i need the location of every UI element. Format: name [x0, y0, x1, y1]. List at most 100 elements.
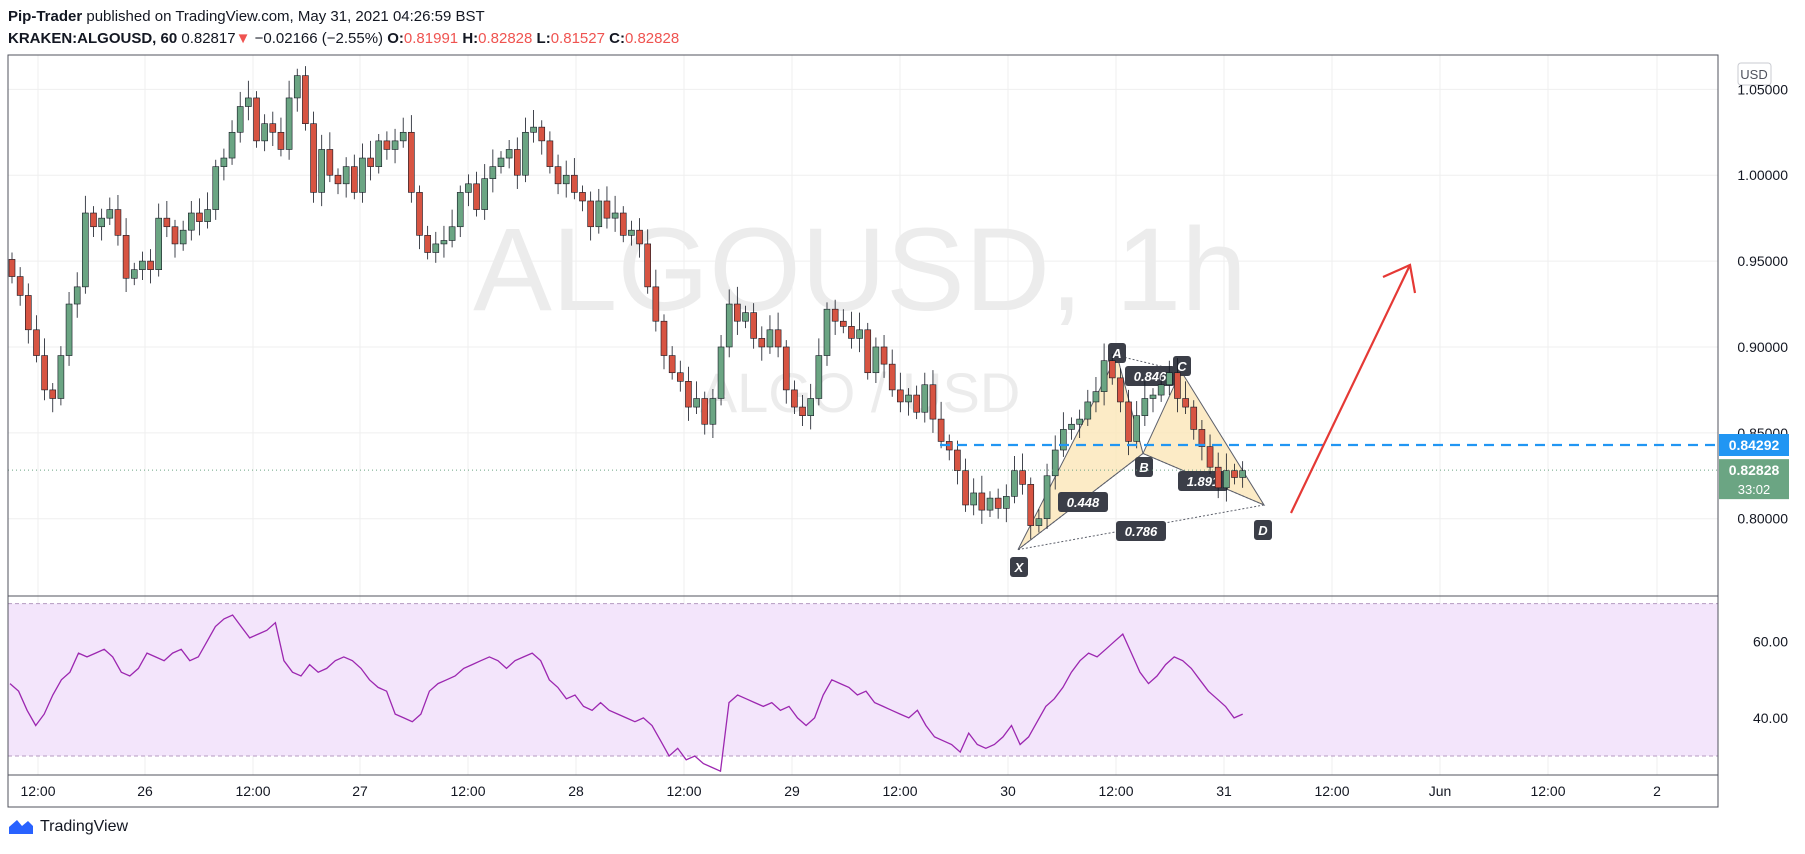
- harmonic-pattern[interactable]: X A B C D 0.846 0.448 1.891 0.786: [1010, 343, 1272, 577]
- open-value: 0.81991: [403, 30, 459, 47]
- time-tick-label: 12:00: [235, 783, 270, 799]
- candle-body: [774, 329, 782, 348]
- candle-body: [888, 363, 896, 391]
- candle-body: [334, 174, 342, 185]
- candle-body: [106, 209, 114, 219]
- candle-body: [725, 303, 733, 348]
- candle-body: [1051, 449, 1059, 477]
- candle-body: [73, 286, 81, 305]
- price-axis[interactable]: 1.050001.000000.950000.900000.850000.800…: [1737, 81, 1788, 526]
- candle-body: [212, 166, 220, 210]
- candle-body: [302, 75, 309, 124]
- candle-body: [929, 384, 937, 420]
- low-value: 0.81527: [550, 30, 605, 47]
- tradingview-logo-icon: [9, 820, 33, 834]
- countdown-timer: 33:02: [1738, 482, 1771, 497]
- price-tick-label: 0.90000: [1737, 339, 1788, 355]
- time-tick-label: 31: [1216, 783, 1232, 799]
- candle-body: [1214, 466, 1222, 489]
- candle-body: [497, 157, 505, 167]
- candle-body: [1198, 429, 1206, 447]
- candle-body: [693, 398, 700, 408]
- ratio-label: 0.448: [1067, 495, 1100, 510]
- author-name[interactable]: Pip-Trader: [8, 8, 83, 25]
- point-x-label-bg: [1010, 557, 1028, 577]
- candle-body: [318, 149, 326, 193]
- candle-body: [424, 235, 431, 253]
- candle-body: [139, 260, 146, 270]
- close-label: C:: [609, 30, 625, 47]
- candle-body: [921, 384, 929, 413]
- brand-name: TradingView: [40, 818, 129, 835]
- time-tick-label: 12:00: [450, 783, 485, 799]
- pattern-ac-line: [1116, 355, 1182, 372]
- time-tick-label: 29: [784, 783, 800, 799]
- candle-body: [701, 398, 709, 425]
- time-tick-label: 2: [1653, 783, 1661, 799]
- candle-body: [350, 166, 358, 193]
- point-c-label: C: [1177, 359, 1187, 374]
- time-tick-label: 12:00: [882, 783, 917, 799]
- candle-body: [513, 149, 521, 176]
- candle-body: [33, 329, 40, 356]
- candle-body: [554, 166, 562, 185]
- candle-body: [399, 131, 407, 142]
- candlestick-series: [8, 66, 1246, 540]
- time-tick-label: 12:00: [1314, 783, 1349, 799]
- candle-body: [1125, 401, 1132, 442]
- candle-body: [130, 269, 138, 279]
- candle-body: [815, 355, 823, 399]
- candle-body: [905, 394, 912, 403]
- candle-body: [1157, 384, 1165, 396]
- candle-body: [253, 97, 260, 142]
- time-tick-label: 26: [137, 783, 153, 799]
- price-tags: 0.84292 0.82828 33:02: [1719, 434, 1789, 500]
- candle-body: [831, 308, 839, 322]
- candle-body: [717, 346, 725, 399]
- open-label: O:: [387, 30, 404, 47]
- candle-body: [872, 346, 880, 374]
- candle-body: [163, 217, 171, 228]
- point-a-label: A: [1111, 346, 1121, 361]
- candle-body: [742, 312, 749, 322]
- candle-body: [114, 209, 122, 236]
- rsi-line: [9, 614, 1243, 773]
- candle-body: [856, 329, 863, 339]
- candle-body: [611, 212, 619, 219]
- price-tick-label: 1.00000: [1737, 167, 1788, 183]
- published-info: published on TradingView.com, May 31, 20…: [86, 8, 485, 25]
- candle-body: [750, 312, 757, 339]
- candle-body: [709, 398, 717, 425]
- candle-body: [8, 259, 16, 277]
- forecast-arrow[interactable]: [1290, 263, 1417, 514]
- down-arrow-icon: ▼: [235, 30, 251, 47]
- candle-body: [1035, 518, 1043, 526]
- price-tick-label: 0.95000: [1737, 253, 1788, 269]
- symbol-label[interactable]: KRAKEN:ALGOUSD, 60: [8, 30, 178, 47]
- candle-body: [432, 243, 440, 253]
- ratio-label: 0.786: [1125, 524, 1158, 539]
- rsi-tick-label: 40.00: [1753, 710, 1788, 726]
- candle-body: [668, 355, 676, 374]
- candle-body: [799, 406, 806, 416]
- candle-body: [1182, 398, 1189, 408]
- candle-body: [734, 303, 741, 322]
- footer[interactable]: TradingView: [8, 818, 128, 836]
- candle-body: [228, 131, 236, 159]
- price-level-value: 0.84292: [1729, 437, 1780, 453]
- candle-body: [546, 140, 554, 167]
- candle-body: [171, 226, 179, 245]
- candle-body: [685, 381, 692, 408]
- candle-body: [391, 140, 399, 150]
- candle-body: [676, 372, 684, 382]
- time-axis[interactable]: 12:00 26 12:00 27 12:00 28 12:00 29 12:00 30 12:00…: [20, 783, 1661, 799]
- candle-body: [1060, 429, 1067, 451]
- rsi-axis[interactable]: 60.00 40.00: [1753, 634, 1788, 726]
- candle-body: [98, 217, 105, 228]
- close-value: 0.82828: [624, 30, 680, 47]
- candle-body: [155, 217, 162, 270]
- high-value: 0.82828: [478, 30, 533, 47]
- currency-button[interactable]: USD: [1737, 62, 1772, 86]
- candle-body: [375, 140, 383, 167]
